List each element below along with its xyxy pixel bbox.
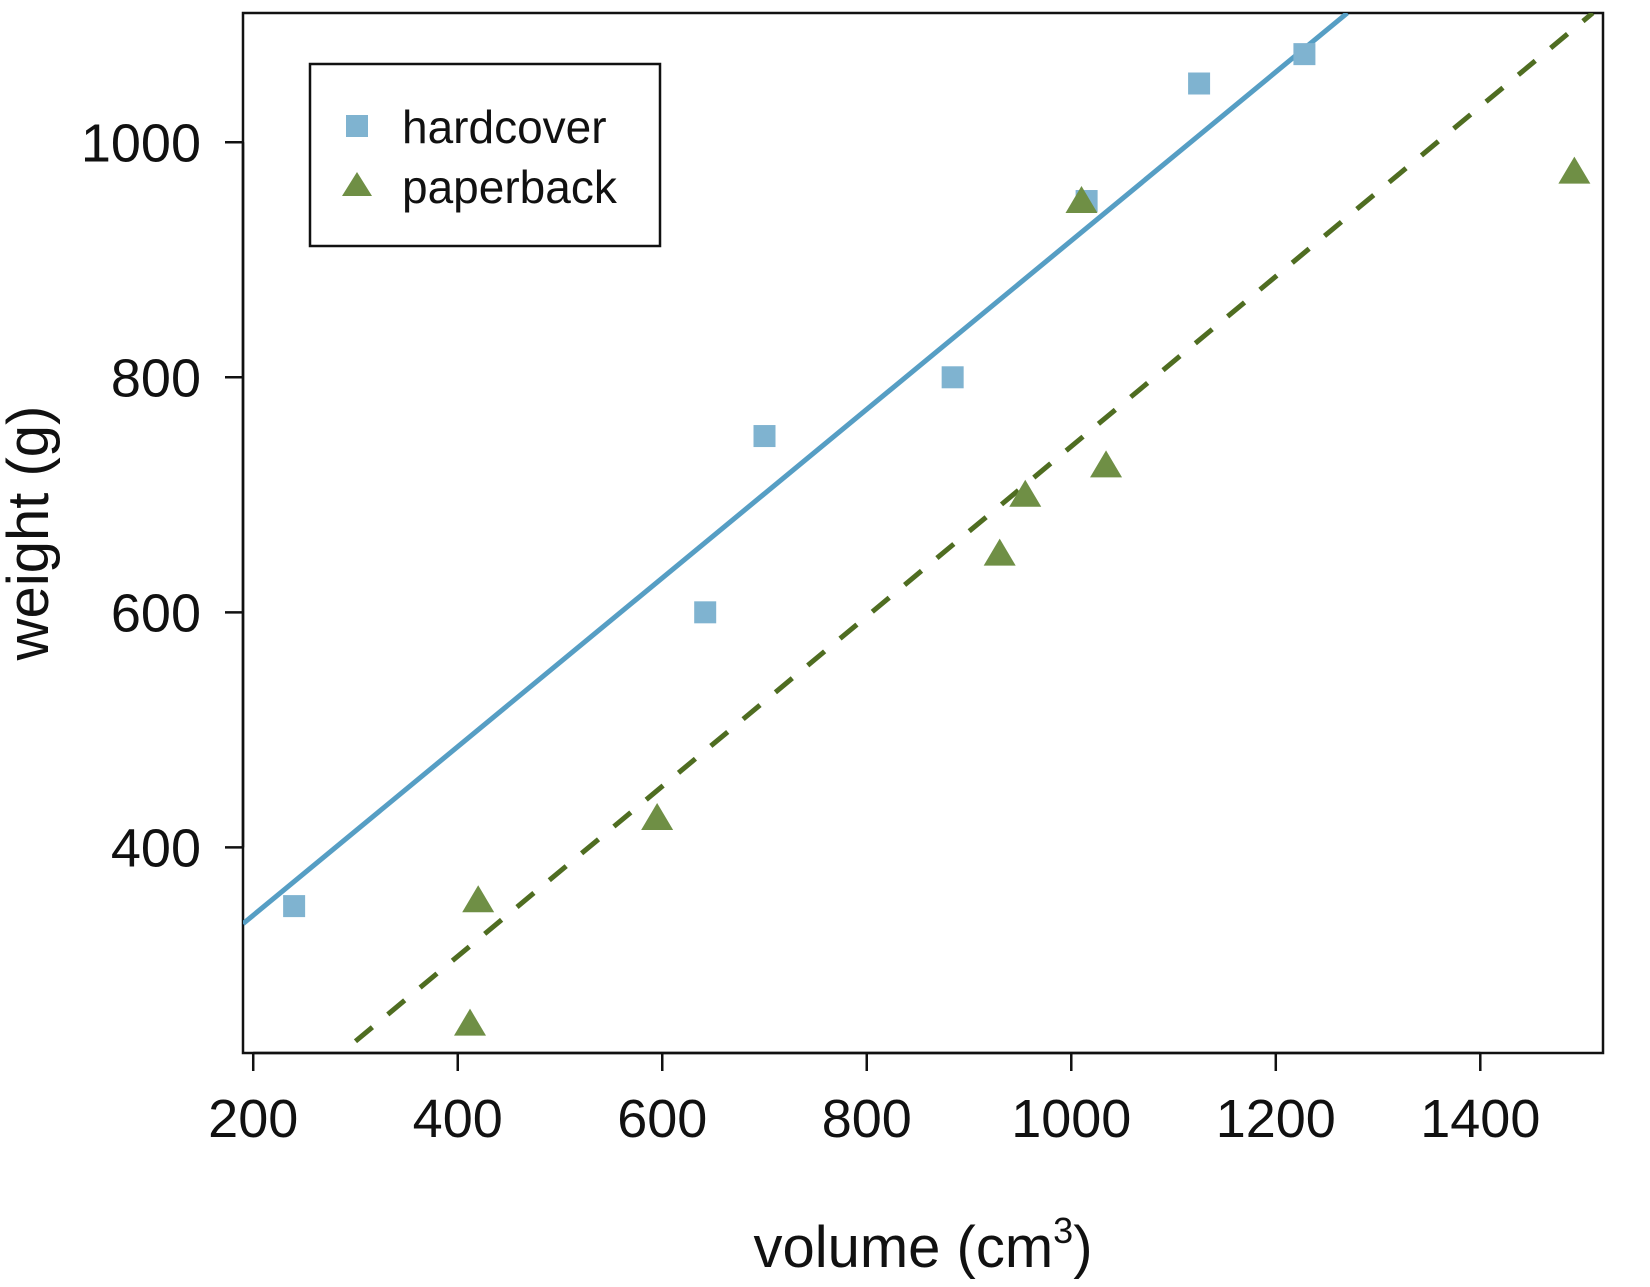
- fit-line-hardcover: [243, 13, 1349, 926]
- paperback-point-2: [462, 885, 495, 913]
- paperback-point-3: [641, 802, 674, 830]
- y-axis: 400 600 800 1000: [81, 113, 245, 878]
- legend-marker-hardcover: [346, 115, 368, 137]
- hardcover-point-6: [1188, 72, 1211, 95]
- y-tick-label-800: 800: [111, 348, 201, 408]
- fit-lines: [243, 13, 1595, 1044]
- legend-label-hardcover: hardcover: [402, 101, 607, 153]
- paperback-point-1: [454, 1008, 487, 1036]
- x-axis-title: volume (cm3): [753, 1210, 1092, 1280]
- hardcover-point-1: [283, 895, 306, 918]
- y-tick-label-1000: 1000: [81, 113, 201, 173]
- x-tick-label-200: 200: [208, 1089, 298, 1149]
- x-tick-label-1200: 1200: [1216, 1089, 1336, 1149]
- paperback-point-6: [1065, 186, 1098, 214]
- x-tick-label-1400: 1400: [1420, 1089, 1540, 1149]
- x-tick-label-1000: 1000: [1011, 1089, 1131, 1149]
- fit-line-paperback: [353, 13, 1595, 1044]
- x-tick-label-400: 400: [413, 1089, 503, 1149]
- x-tick-label-800: 800: [822, 1089, 912, 1149]
- paperback-point-8: [1558, 156, 1591, 184]
- legend: hardcover paperback: [308, 62, 662, 248]
- x-axis: 200 400 600 800 1000 1200 1400: [208, 1051, 1540, 1149]
- paperback-point-7: [1090, 450, 1123, 478]
- hardcover-point-4: [941, 366, 964, 389]
- x-axis-title-superscript: 3: [1053, 1210, 1073, 1251]
- paperback-point-5: [1009, 479, 1042, 507]
- hardcover-point-3: [753, 425, 776, 448]
- legend-marker-paperback: [342, 172, 372, 196]
- y-tick-label-400: 400: [111, 818, 201, 878]
- legend-box: [308, 62, 662, 248]
- hardcover-point-7: [1293, 43, 1316, 66]
- x-tick-label-600: 600: [617, 1089, 707, 1149]
- legend-label-paperback: paperback: [402, 161, 618, 213]
- paperback-point-4: [983, 538, 1016, 566]
- y-tick-label-600: 600: [111, 583, 201, 643]
- data-points: [283, 43, 1591, 1036]
- x-axis-title-suffix: ): [1073, 1215, 1092, 1280]
- hardcover-point-2: [694, 601, 717, 624]
- y-axis-title: weight (g): [0, 406, 61, 662]
